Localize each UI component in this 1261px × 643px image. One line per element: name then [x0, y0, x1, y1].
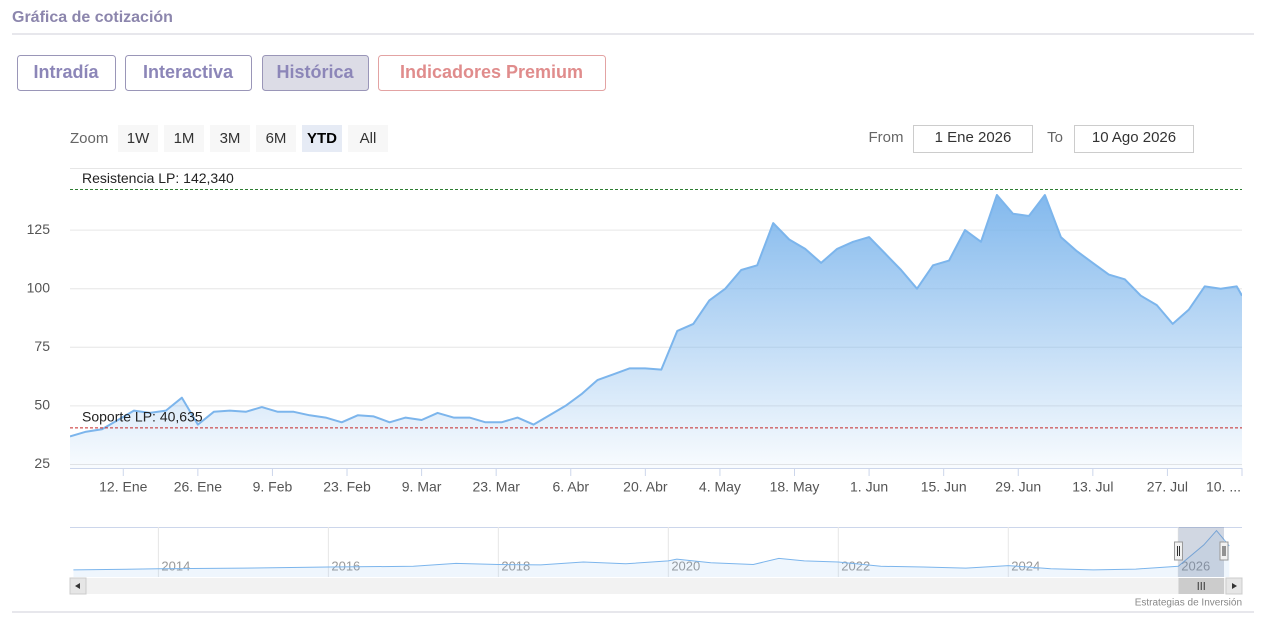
- x-tick-label: 9. Feb: [253, 479, 293, 495]
- x-tick-label: 20. Abr: [623, 479, 668, 495]
- tab-label[interactable]: Interactiva: [143, 62, 234, 82]
- y-tick-label: 25: [34, 455, 50, 471]
- zoom-button[interactable]: [164, 125, 204, 152]
- tab-label[interactable]: Intradía: [33, 62, 99, 82]
- navigator-tick-label: 2020: [671, 558, 700, 573]
- section-title: Gráfica de cotización: [12, 9, 173, 26]
- x-tick-label: 23. Mar: [472, 479, 520, 495]
- plot-line-label: Soporte LP: 40,635: [82, 409, 203, 425]
- credits: Estrategias de Inversión: [1135, 598, 1242, 609]
- x-tick-label: 23. Feb: [323, 479, 371, 495]
- navigator-line: [73, 529, 1230, 571]
- x-tick-label: 18. May: [770, 479, 820, 495]
- x-tick-label: 1. Jun: [850, 479, 888, 495]
- x-tick-label: 10. ...: [1206, 479, 1241, 495]
- zoom-button[interactable]: [348, 125, 388, 152]
- tab[interactable]: [17, 55, 116, 91]
- x-tick-label: 6. Abr: [552, 479, 589, 495]
- navigator-selection[interactable]: [1178, 527, 1224, 577]
- y-tick-label: 75: [34, 338, 50, 354]
- scrollbar-arrow: [75, 583, 80, 589]
- tab-label[interactable]: Indicadores Premium: [400, 62, 583, 82]
- range-label: From: [869, 129, 904, 146]
- navigator-tick-label: 2018: [501, 558, 530, 573]
- x-tick-label: 13. Jul: [1072, 479, 1113, 495]
- zoom-button-label[interactable]: 1W: [127, 130, 150, 147]
- y-tick-label: 50: [34, 397, 50, 413]
- range-label: To: [1047, 129, 1063, 146]
- y-tick-label: 125: [27, 221, 51, 237]
- x-tick-label: 27. Jul: [1147, 479, 1188, 495]
- scrollbar-track: [70, 578, 1242, 594]
- area-fill: [70, 195, 1242, 468]
- range-input[interactable]: [913, 125, 1033, 153]
- zoom-button[interactable]: [256, 125, 296, 152]
- x-tick-label: 12. Ene: [99, 479, 147, 495]
- tab[interactable]: [125, 55, 252, 91]
- x-tick-label: 9. Mar: [402, 479, 442, 495]
- scrollbar-arrow: [1232, 583, 1237, 589]
- range-value[interactable]: 1 Ene 2026: [935, 129, 1012, 146]
- zoom-label: Zoom: [70, 130, 108, 147]
- area-line: [70, 194, 1242, 438]
- zoom-button[interactable]: [118, 125, 158, 152]
- tab-label[interactable]: Histórica: [276, 62, 354, 82]
- navigator-area: [73, 530, 1230, 577]
- x-tick-label: 29. Jun: [995, 479, 1041, 495]
- range-value[interactable]: 10 Ago 2026: [1092, 129, 1176, 146]
- x-tick-label: 26. Ene: [174, 479, 222, 495]
- tab[interactable]: [378, 55, 606, 91]
- navigator-tick-label: 2014: [161, 558, 190, 573]
- navigator-tick-label: 2024: [1011, 558, 1040, 573]
- y-tick-label: 100: [27, 279, 51, 295]
- zoom-button[interactable]: [210, 125, 250, 152]
- zoom-button-label[interactable]: 6M: [266, 130, 287, 147]
- zoom-button[interactable]: [302, 125, 342, 152]
- range-input[interactable]: [1074, 125, 1194, 153]
- zoom-button-label[interactable]: 1M: [174, 130, 195, 147]
- x-tick-label: 15. Jun: [921, 479, 967, 495]
- navigator-handle[interactable]: [1173, 541, 1183, 561]
- zoom-button-label[interactable]: YTD: [307, 130, 337, 147]
- tab[interactable]: [262, 55, 369, 91]
- zoom-button-label[interactable]: 3M: [220, 130, 241, 147]
- navigator-tick-label: 2016: [331, 558, 360, 573]
- plot-line-label: Resistencia LP: 142,340: [82, 170, 234, 186]
- navigator-handle[interactable]: [1219, 541, 1229, 561]
- navigator-tick-label: 2022: [841, 558, 870, 573]
- navigator-tick-label: 2026: [1181, 558, 1210, 573]
- x-tick-label: 4. May: [699, 479, 741, 495]
- zoom-button-label[interactable]: All: [360, 130, 377, 147]
